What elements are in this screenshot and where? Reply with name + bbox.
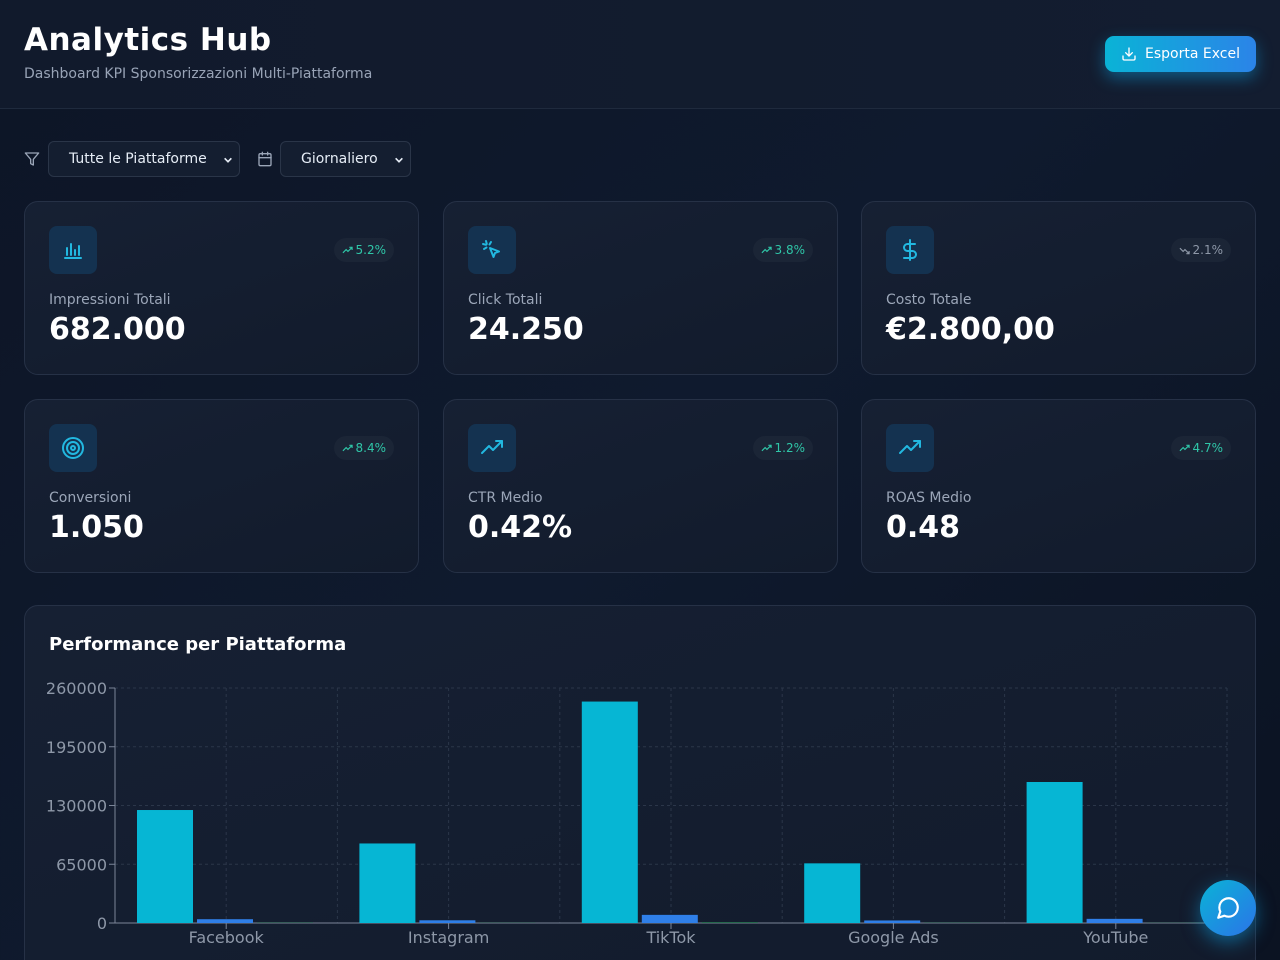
kpi-icon-container xyxy=(886,424,934,472)
export-excel-label: Esporta Excel xyxy=(1145,46,1240,62)
kpi-value: 0.42% xyxy=(468,510,573,545)
export-excel-button[interactable]: Esporta Excel xyxy=(1105,36,1256,72)
kpi-value: 1.050 xyxy=(49,510,144,545)
trend-value: 4.7% xyxy=(1192,441,1224,455)
dollar-icon xyxy=(903,239,917,261)
filter-icon xyxy=(24,152,40,166)
trend-badge: 8.4% xyxy=(333,436,394,460)
kpi-card-conversions: 8.4% Conversioni 1.050 xyxy=(24,399,419,573)
bar-chart-icon xyxy=(64,243,82,259)
chart-bar xyxy=(641,914,698,923)
kpi-label: ROAS Medio xyxy=(886,490,972,506)
chevron-down-icon xyxy=(224,157,232,163)
y-tick-label: 65000 xyxy=(56,855,107,874)
y-tick-label: 195000 xyxy=(46,738,107,757)
trend-value: 8.4% xyxy=(355,441,387,455)
chat-bubble-icon xyxy=(1217,897,1239,919)
kpi-icon-container xyxy=(886,226,934,274)
trend-value: 2.1% xyxy=(1192,243,1224,257)
chart-bar xyxy=(581,701,638,923)
app-subtitle: Dashboard KPI Sponsorizzazioni Multi-Pia… xyxy=(24,66,373,82)
kpi-icon-container xyxy=(468,226,516,274)
trend-badge: 4.7% xyxy=(1170,436,1231,460)
trend-badge: 2.1% xyxy=(1170,238,1231,262)
x-tick-label: Google Ads xyxy=(848,928,939,947)
chat-button[interactable] xyxy=(1200,880,1256,936)
target-icon xyxy=(62,437,84,459)
x-tick-label: YouTube xyxy=(1082,928,1148,947)
chevron-down-icon xyxy=(395,157,403,163)
app-header: Analytics Hub Dashboard KPI Sponsorizzaz… xyxy=(0,0,1280,109)
chart-bar xyxy=(137,810,193,923)
kpi-value: 682.000 xyxy=(49,312,186,347)
chart-title: Performance per Piattaforma xyxy=(49,634,347,655)
chart-bar xyxy=(864,920,921,923)
calendar-icon xyxy=(258,151,272,167)
kpi-card-roas: 4.7% ROAS Medio 0.48 xyxy=(861,399,1256,573)
kpi-card-clicks: 3.8% Click Totali 24.250 xyxy=(443,201,838,375)
kpi-card-cost: 2.1% Costo Totale €2.800,00 xyxy=(861,201,1256,375)
kpi-label: Click Totali xyxy=(468,292,543,308)
kpi-icon-container xyxy=(49,226,97,274)
cursor-click-icon xyxy=(482,240,500,258)
chart-bar xyxy=(197,919,253,923)
trending-down-icon xyxy=(1179,247,1190,254)
trending-up-icon xyxy=(761,246,772,253)
x-tick-label: TikTok xyxy=(645,928,696,947)
kpi-value: 24.250 xyxy=(468,312,584,347)
kpi-label: Impressioni Totali xyxy=(49,292,171,308)
trending-up-icon xyxy=(899,440,921,454)
kpi-value: €2.800,00 xyxy=(886,312,1055,347)
chart-bar xyxy=(359,843,416,923)
trending-up-icon xyxy=(481,440,503,454)
y-tick-label: 0 xyxy=(97,914,107,933)
trend-badge: 3.8% xyxy=(752,238,813,262)
x-tick-label: Facebook xyxy=(189,928,265,947)
kpi-icon-container xyxy=(468,424,516,472)
period-select-value: Giornaliero xyxy=(301,151,378,167)
kpi-icon-container xyxy=(49,424,97,472)
performance-bar-chart: 0 65000 130000 195000 260000 Facebook Instagra… xyxy=(46,679,1228,947)
app-title: Analytics Hub xyxy=(24,22,272,58)
period-select[interactable]: Giornaliero xyxy=(280,141,411,177)
chart-bar xyxy=(419,920,476,923)
trending-up-icon xyxy=(342,246,353,253)
y-tick-label: 130000 xyxy=(46,797,107,816)
filter-bar: Tutte le Piattaforme Giornaliero xyxy=(24,141,424,177)
trend-value: 5.2% xyxy=(355,243,387,257)
trend-badge: 5.2% xyxy=(333,238,394,262)
chart-bar xyxy=(804,863,861,923)
download-icon xyxy=(1122,47,1136,61)
kpi-value: 0.48 xyxy=(886,510,961,545)
x-tick-label: Instagram xyxy=(408,928,489,947)
kpi-card-impressions: 5.2% Impressioni Totali 682.000 xyxy=(24,201,419,375)
trending-up-icon xyxy=(342,444,353,451)
kpi-card-ctr: 1.2% CTR Medio 0.42% xyxy=(443,399,838,573)
platform-select[interactable]: Tutte le Piattaforme xyxy=(48,141,240,177)
kpi-label: Costo Totale xyxy=(886,292,972,308)
trending-up-icon xyxy=(1179,444,1190,451)
kpi-label: CTR Medio xyxy=(468,490,543,506)
y-tick-label: 260000 xyxy=(46,679,107,698)
chart-bar xyxy=(1026,782,1083,923)
trending-up-icon xyxy=(761,444,772,451)
trend-value: 1.2% xyxy=(774,441,806,455)
chart-bar xyxy=(1086,918,1143,923)
trend-value: 3.8% xyxy=(774,243,806,257)
performance-chart-panel: Performance per Piattaforma 0 65000 130000… xyxy=(24,605,1256,960)
kpi-label: Conversioni xyxy=(49,490,132,506)
trend-badge: 1.2% xyxy=(752,436,813,460)
platform-select-value: Tutte le Piattaforme xyxy=(69,151,207,167)
